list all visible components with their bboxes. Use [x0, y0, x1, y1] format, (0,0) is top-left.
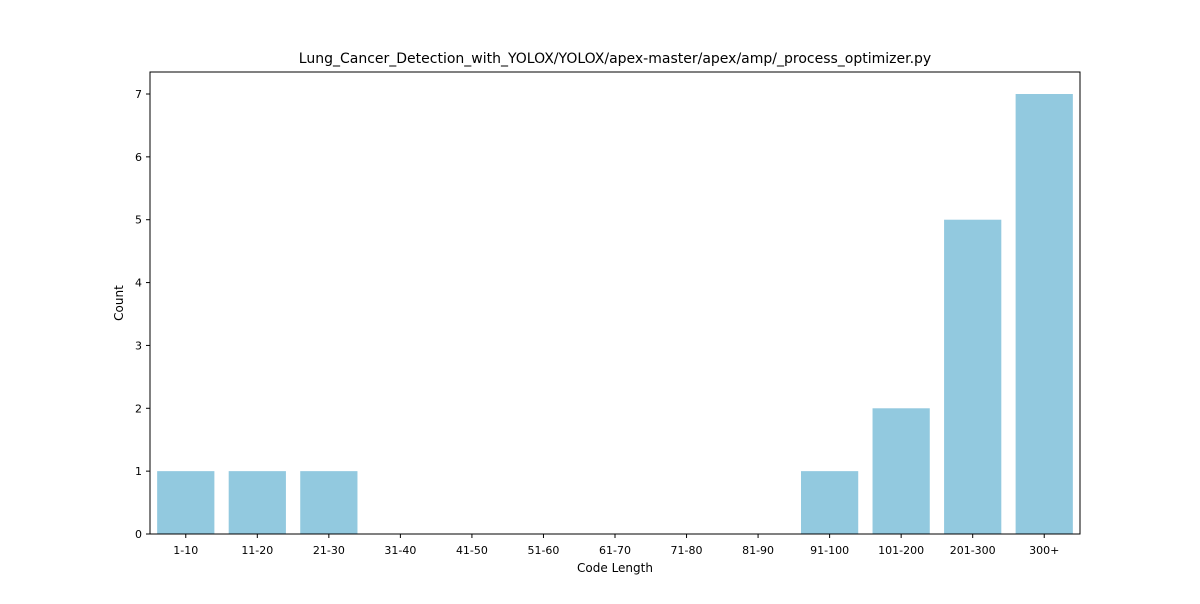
x-tick-label: 71-80 [671, 544, 703, 557]
x-tick-label: 201-300 [950, 544, 996, 557]
bar-91-100 [801, 471, 859, 534]
x-tick-label: 31-40 [384, 544, 416, 557]
y-axis: 0 1 2 3 4 5 6 7 [135, 88, 150, 541]
x-tick-label: 1-10 [173, 544, 198, 557]
bar-300+ [1015, 94, 1073, 534]
x-axis: 1-10 11-20 21-30 31-40 41-50 51-60 61-70 71-80 8… [173, 534, 1059, 557]
plot-area-frame [149, 71, 1081, 535]
x-tick-label: 61-70 [599, 544, 631, 557]
chart-title: Lung_Cancer_Detection_with_YOLOX/YOLOX/a… [299, 51, 931, 67]
y-tick-label: 5 [135, 214, 142, 227]
x-axis-label: Code Length [577, 561, 653, 575]
x-tick-label: 91-100 [810, 544, 849, 557]
x-tick-label: 101-200 [878, 544, 924, 557]
y-axis-label: Count [112, 285, 126, 321]
bar-101-200 [872, 408, 930, 534]
bar-1-10 [157, 471, 215, 534]
x-tick-label: 300+ [1029, 544, 1059, 557]
y-tick-label: 1 [135, 465, 142, 478]
bar-11-20 [228, 471, 286, 534]
x-tick-label: 51-60 [527, 544, 559, 557]
bars-layer [157, 94, 1073, 534]
y-tick-label: 2 [135, 402, 142, 415]
x-tick-label: 11-20 [241, 544, 273, 557]
y-tick-label: 4 [135, 277, 142, 290]
x-tick-label: 21-30 [313, 544, 345, 557]
x-tick-label: 41-50 [456, 544, 488, 557]
bar-201-300 [944, 219, 1002, 534]
x-tick-label: 81-90 [742, 544, 774, 557]
y-tick-label: 7 [135, 88, 142, 101]
bar-21-30 [300, 471, 358, 534]
y-tick-label: 6 [135, 151, 142, 164]
y-tick-label: 3 [135, 339, 142, 352]
y-tick-label: 0 [135, 528, 142, 541]
